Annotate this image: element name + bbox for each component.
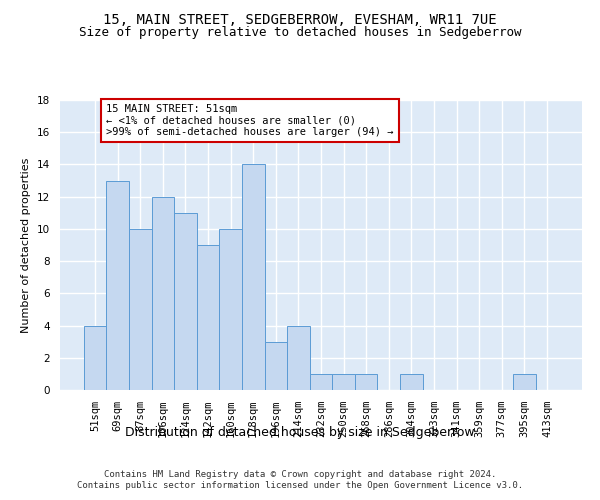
Bar: [513, 374, 536, 390]
Bar: [310, 374, 332, 390]
Bar: [129, 229, 152, 390]
Bar: [220, 229, 242, 390]
Bar: [242, 164, 265, 390]
Bar: [197, 245, 220, 390]
Text: Contains HM Land Registry data © Crown copyright and database right 2024.
Contai: Contains HM Land Registry data © Crown c…: [77, 470, 523, 490]
Bar: [174, 213, 197, 390]
Text: 15, MAIN STREET, SEDGEBERROW, EVESHAM, WR11 7UE: 15, MAIN STREET, SEDGEBERROW, EVESHAM, W…: [103, 12, 497, 26]
Text: 15 MAIN STREET: 51sqm
← <1% of detached houses are smaller (0)
>99% of semi-deta: 15 MAIN STREET: 51sqm ← <1% of detached …: [106, 104, 394, 137]
Text: Size of property relative to detached houses in Sedgeberrow: Size of property relative to detached ho…: [79, 26, 521, 39]
Bar: [106, 180, 129, 390]
Y-axis label: Number of detached properties: Number of detached properties: [22, 158, 31, 332]
Bar: [287, 326, 310, 390]
Bar: [332, 374, 355, 390]
Bar: [84, 326, 106, 390]
Bar: [152, 196, 174, 390]
Text: Distribution of detached houses by size in Sedgeberrow: Distribution of detached houses by size …: [125, 426, 475, 439]
Bar: [400, 374, 422, 390]
Bar: [355, 374, 377, 390]
Bar: [265, 342, 287, 390]
